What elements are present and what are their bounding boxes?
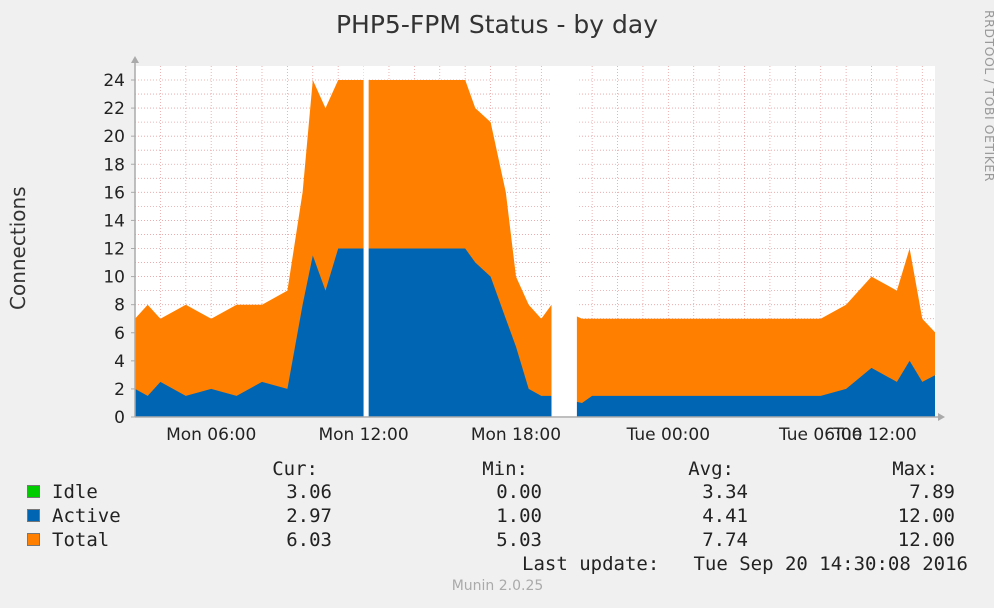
- rrdtool-credit: RRDTOOL / TOBI OETIKER: [982, 10, 994, 182]
- legend-label-idle: Idle: [52, 481, 98, 503]
- y-tick-label: 10: [103, 268, 125, 288]
- x-tick-labels: Mon 06:00 Mon 12:00 Mon 18:00 Tue 00:00 Tue …: [166, 425, 917, 445]
- legend-header-min: Min:: [482, 458, 528, 480]
- x-tick-label: Mon 12:00: [318, 425, 408, 445]
- y-tick-label: 12: [103, 240, 125, 260]
- x-tick-label: Mon 18:00: [471, 425, 561, 445]
- data-gap: [363, 66, 369, 417]
- x-axis-arrow: [938, 413, 945, 421]
- data-gap: [551, 66, 577, 417]
- legend-total-cur: 6.03: [286, 529, 332, 551]
- legend-total-min: 5.03: [496, 529, 542, 551]
- legend-total-max: 12.00: [897, 529, 955, 551]
- x-tick-label: Tue 06:00: [778, 425, 862, 445]
- legend-idle-cur: 3.06: [286, 481, 332, 503]
- legend-active-avg: 4.41: [702, 505, 748, 527]
- legend-label-active: Active: [52, 505, 121, 527]
- chart-title: PHP5-FPM Status - by day: [335, 10, 659, 39]
- data-gaps: [363, 66, 577, 417]
- legend-idle-min: 0.00: [496, 481, 542, 503]
- y-tick-label: 20: [103, 127, 125, 147]
- y-tick-label: 8: [114, 296, 125, 316]
- series-area-active: [135, 248, 935, 417]
- legend-header-cur: Cur:: [272, 458, 318, 480]
- y-tick-label: 4: [114, 352, 125, 372]
- y-tick-label: 24: [103, 71, 125, 91]
- legend-active-min: 1.00: [496, 505, 542, 527]
- legend-label-total: Total: [52, 529, 110, 551]
- y-tick-label: 2: [114, 380, 125, 400]
- legend-swatch-active: [27, 509, 40, 522]
- y-tick-label: 18: [103, 155, 125, 175]
- legend-swatch-idle: [27, 485, 40, 498]
- x-tick-label: Tue 00:00: [626, 425, 710, 445]
- last-update-label: Last update:: [522, 553, 660, 575]
- y-tick-label: 14: [103, 211, 125, 231]
- y-tick-label: 0: [114, 408, 125, 428]
- legend-header-max: Max:: [892, 458, 938, 480]
- y-axis-arrow: [131, 56, 139, 63]
- munin-version: Munin 2.0.25: [451, 578, 544, 594]
- y-tick-label: 16: [103, 183, 125, 203]
- last-update-value: Tue Sep 20 14:30:08 2016: [693, 553, 968, 575]
- series-areas: [135, 80, 935, 417]
- legend-idle-avg: 3.34: [702, 481, 748, 503]
- y-tick-label: 22: [103, 99, 125, 119]
- axes: [131, 56, 945, 421]
- legend-header-avg: Avg:: [688, 458, 734, 480]
- x-tick-label: Mon 06:00: [166, 425, 256, 445]
- x-tick-label: Tue 12:00: [832, 425, 916, 445]
- legend-total-avg: 7.74: [702, 529, 748, 551]
- legend-active-max: 12.00: [897, 505, 955, 527]
- legend-idle-max: 7.89: [909, 481, 955, 503]
- y-tick-label: 6: [114, 324, 125, 344]
- legend-swatch-total: [27, 533, 40, 546]
- legend-active-cur: 2.97: [286, 505, 332, 527]
